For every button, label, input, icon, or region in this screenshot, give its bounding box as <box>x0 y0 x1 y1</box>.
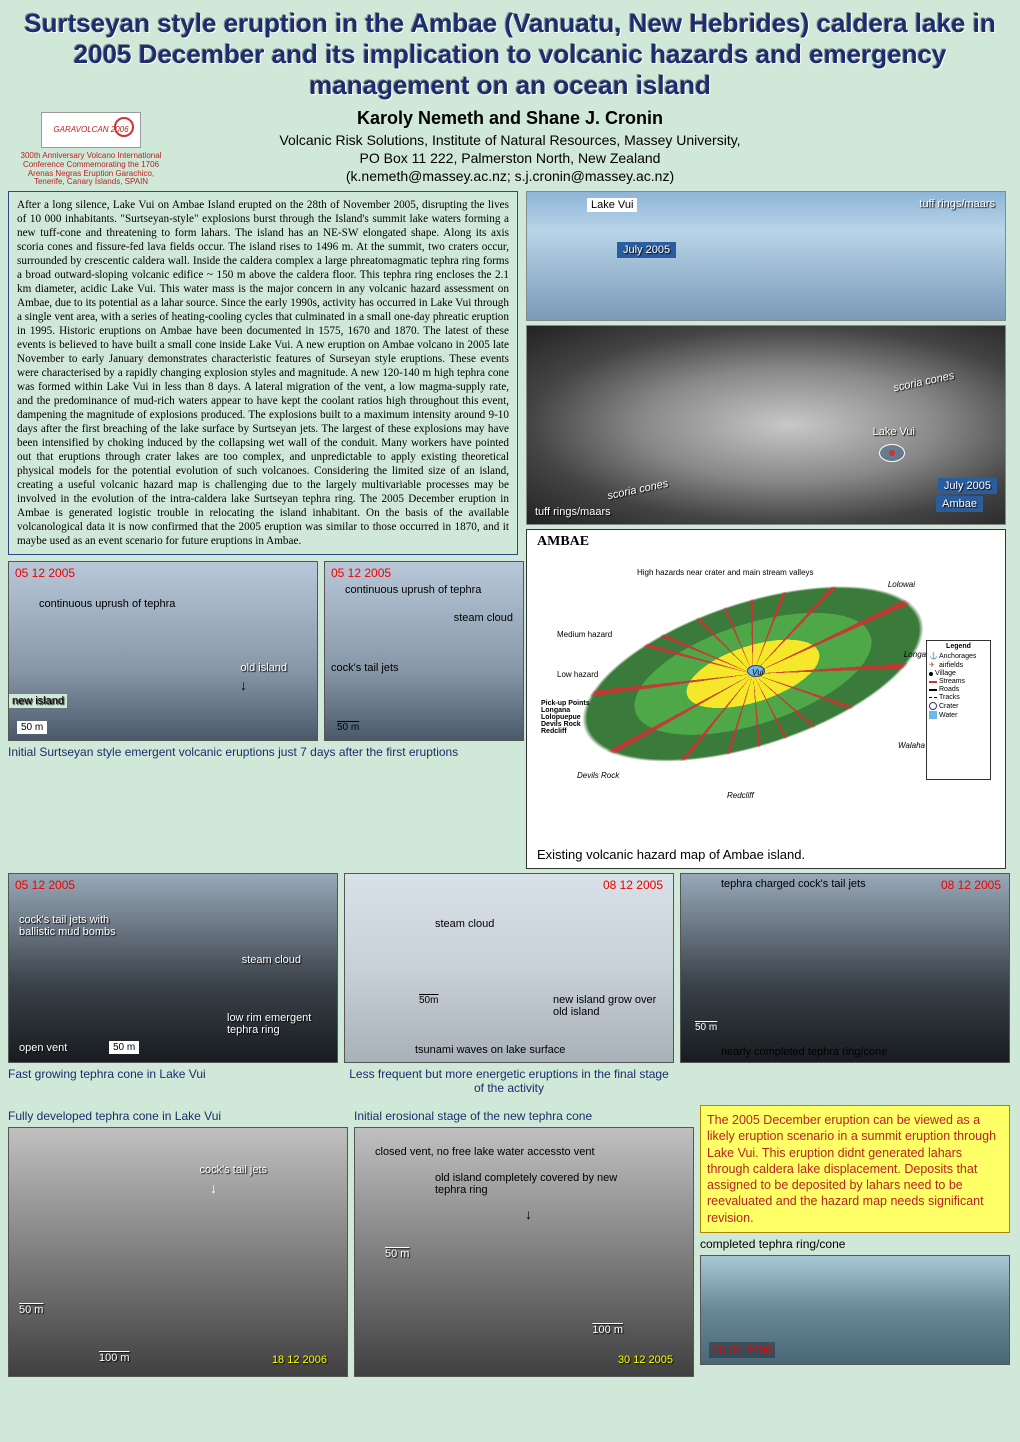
scale-100: 100 m <box>99 1352 130 1364</box>
label-scoria-1: scoria cones <box>606 478 669 503</box>
legend-item: Crater <box>939 703 958 710</box>
label-cocks-tail-bombs: cock's tail jets with ballistic mud bomb… <box>19 914 119 938</box>
caption-erosional: Initial erosional stage of the new tephr… <box>354 1109 694 1123</box>
photo-fast-cone: 05 12 2005 cock's tail jets with ballist… <box>8 873 338 1063</box>
photo-tephra-charged: 08 12 2005 tephra charged cock's tail je… <box>680 873 1010 1063</box>
date-label: 18 12 2006 <box>272 1354 327 1366</box>
label-tsunami: tsunami waves on lake surface <box>415 1044 565 1056</box>
label-closed-vent: closed vent, no free lake water accessto… <box>375 1146 655 1158</box>
caption-fast-cone: Fast growing tephra cone in Lake Vui <box>8 1067 338 1081</box>
scale-50: 50 m <box>385 1248 409 1260</box>
conference-caption: 300th Anniversary Volcano International … <box>16 152 166 187</box>
label-uprush: continuous uprush of tephra <box>39 598 175 610</box>
date-label: 08 01 2006 <box>709 1342 775 1358</box>
label-lake-vui: Lake Vui <box>587 198 637 212</box>
label-scoria-2: scoria cones <box>893 370 956 395</box>
hazmap-title: AMBAE <box>537 534 589 550</box>
label-old-island: old island <box>241 662 287 674</box>
label-med: Medium hazard <box>557 630 612 639</box>
arrow-icon: ↓ <box>525 1206 532 1222</box>
label-steam: steam cloud <box>454 612 513 624</box>
poster-title: Surtseyan style eruption in the Ambae (V… <box>8 8 1012 102</box>
aerial-photo-top: Lake Vui tuff rings/maars July 2005 <box>526 191 1006 321</box>
scale-bar: 50 m <box>691 1021 721 1034</box>
label-new-island: new island grow over old island <box>553 994 663 1018</box>
label-ambae: Ambae <box>936 496 983 512</box>
legend-item: airfields <box>939 662 963 669</box>
scale-bar: 50 m <box>333 721 363 734</box>
date-label: 05 12 2005 <box>15 566 75 580</box>
label-tuff-rings: tuff rings/maars <box>535 506 611 518</box>
legend: Legend ⚓Anchorages ✈airfields Village St… <box>926 640 991 780</box>
label-steam: steam cloud <box>435 918 494 930</box>
label-low-rim: low rim emergent tephra ring <box>227 1012 327 1036</box>
scale-bar: 50 m <box>109 1041 139 1054</box>
label-completed-ring: completed tephra ring/cone <box>700 1237 1010 1251</box>
label-nearly-complete: nearly completed tephra ring/cone <box>721 1046 887 1058</box>
label-walaha: Walaha <box>898 741 925 750</box>
legend-item: Water <box>939 712 957 719</box>
conference-logo-block: GARAVOLCAN 2006 300th Anniversary Volcan… <box>16 112 166 187</box>
photo-eruption-1: 05 12 2005 continuous uprush of tephra o… <box>8 561 318 741</box>
label-tuff-rings: tuff rings/maars <box>919 198 995 210</box>
conclusion-box: The 2005 December eruption can be viewed… <box>700 1105 1010 1233</box>
label-cocks-tail: cock's tail jets <box>199 1164 267 1176</box>
scale-50: 50 m <box>19 1304 43 1316</box>
scale-bar: 50 m <box>17 721 47 734</box>
arrow-icon: ↓ <box>240 677 247 693</box>
photo-eruption-2: 05 12 2005 continuous uprush of tephra s… <box>324 561 524 741</box>
hazmap-body: Vui High hazards near crater and main st… <box>537 550 995 810</box>
label-lake-vui: Lake Vui <box>873 426 915 438</box>
label-open-vent: open vent <box>19 1042 67 1054</box>
photo-steam: 08 12 2005 steam cloud new island grow o… <box>344 873 674 1063</box>
label-old-island-covered: old island completely covered by new tep… <box>435 1172 635 1196</box>
label-new-island: new island <box>9 694 67 708</box>
hazmap-caption: Existing volcanic hazard map of Ambae is… <box>537 847 805 862</box>
dem-figure: scoria cones scoria cones Lake Vui tuff … <box>526 325 1006 525</box>
legend-title: Legend <box>929 643 988 650</box>
date-label: 05 12 2005 <box>15 878 75 892</box>
crater-marker <box>879 444 905 462</box>
scale-bar: 50m <box>415 994 442 1007</box>
photo-fully-developed: cock's tail jets ↓ 50 m 100 m 18 12 2006 <box>8 1127 348 1377</box>
label-uprush: continuous uprush of tephra <box>345 584 481 596</box>
legend-item: Tracks <box>939 694 960 701</box>
legend-item: Anchorages <box>939 653 976 660</box>
stream-lines <box>535 529 958 834</box>
scale-100: 100 m <box>592 1324 623 1336</box>
date-label: 08 12 2005 <box>941 878 1001 892</box>
date-label: 30 12 2005 <box>618 1354 673 1366</box>
photo-completed: 08 01 2006 <box>700 1255 1010 1365</box>
legend-item: Streams <box>939 678 965 685</box>
label-july-2005: July 2005 <box>938 478 997 494</box>
arrow-icon: ↓ <box>210 1180 217 1196</box>
date-label: 05 12 2005 <box>331 566 391 580</box>
caption-energetic: Less frequent but more energetic eruptio… <box>344 1067 674 1095</box>
label-steam: steam cloud <box>242 954 301 966</box>
conference-logo: GARAVOLCAN 2006 <box>41 112 141 148</box>
legend-item: Village <box>935 670 956 677</box>
abstract-text: After a long silence, Lake Vui on Ambae … <box>8 191 518 555</box>
photo-erosional: closed vent, no free lake water accessto… <box>354 1127 694 1377</box>
label-redcliff: Redcliff <box>727 791 754 800</box>
label-july-2005: July 2005 <box>617 242 676 258</box>
date-label: 08 12 2005 <box>603 878 663 892</box>
hazard-map: AMBAE Vui High hazards near crater and m… <box>526 529 1006 869</box>
caption-initial-surtseyan: Initial Surtseyan style emergent volcani… <box>8 745 518 759</box>
label-cocks-tail: cock's tail jets <box>331 662 399 674</box>
legend-item: Roads <box>939 686 959 693</box>
caption-fully-developed: Fully developed tephra cone in Lake Vui <box>8 1109 348 1123</box>
label-tephra-charged: tephra charged cock's tail jets <box>721 878 866 890</box>
